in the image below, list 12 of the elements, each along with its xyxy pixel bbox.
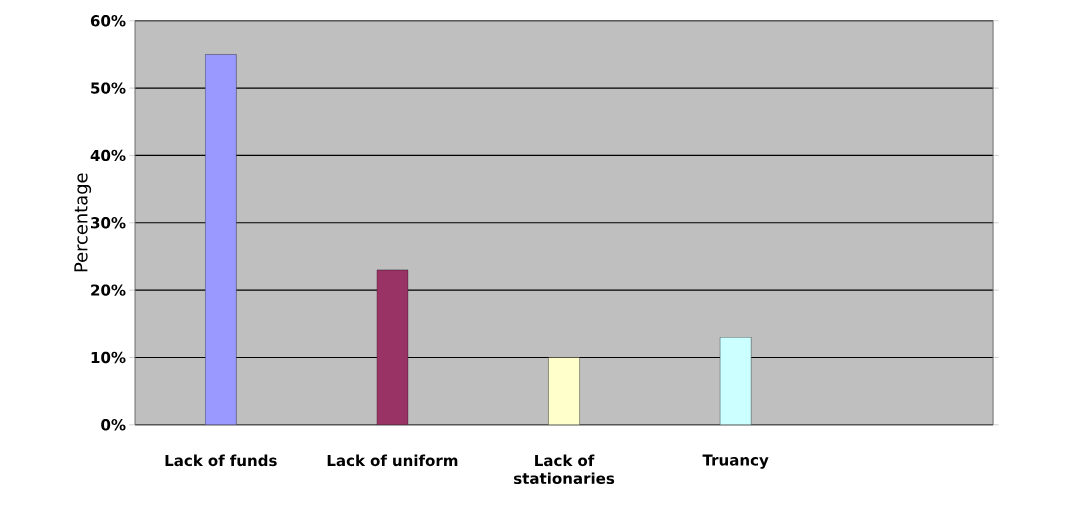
y-tick-label: 60% (90, 15, 126, 27)
y-tick-label: 40% (90, 149, 126, 162)
y-tick-label: 30% (91, 217, 126, 229)
y-tick-label: 50% (91, 82, 126, 94)
y-tick-label: 20% (91, 284, 126, 296)
y-tick-label: 10% (91, 351, 126, 364)
x-tick-label: Lack of stationaries (514, 454, 615, 485)
x-tick-label: Lack of uniform (327, 454, 458, 467)
x-tick-label: Truancy (702, 454, 769, 469)
x-tick-label: Lack of funds (165, 454, 277, 467)
y-axis-title: Percentage (74, 173, 92, 272)
y-tick-label: 0% (101, 419, 126, 431)
